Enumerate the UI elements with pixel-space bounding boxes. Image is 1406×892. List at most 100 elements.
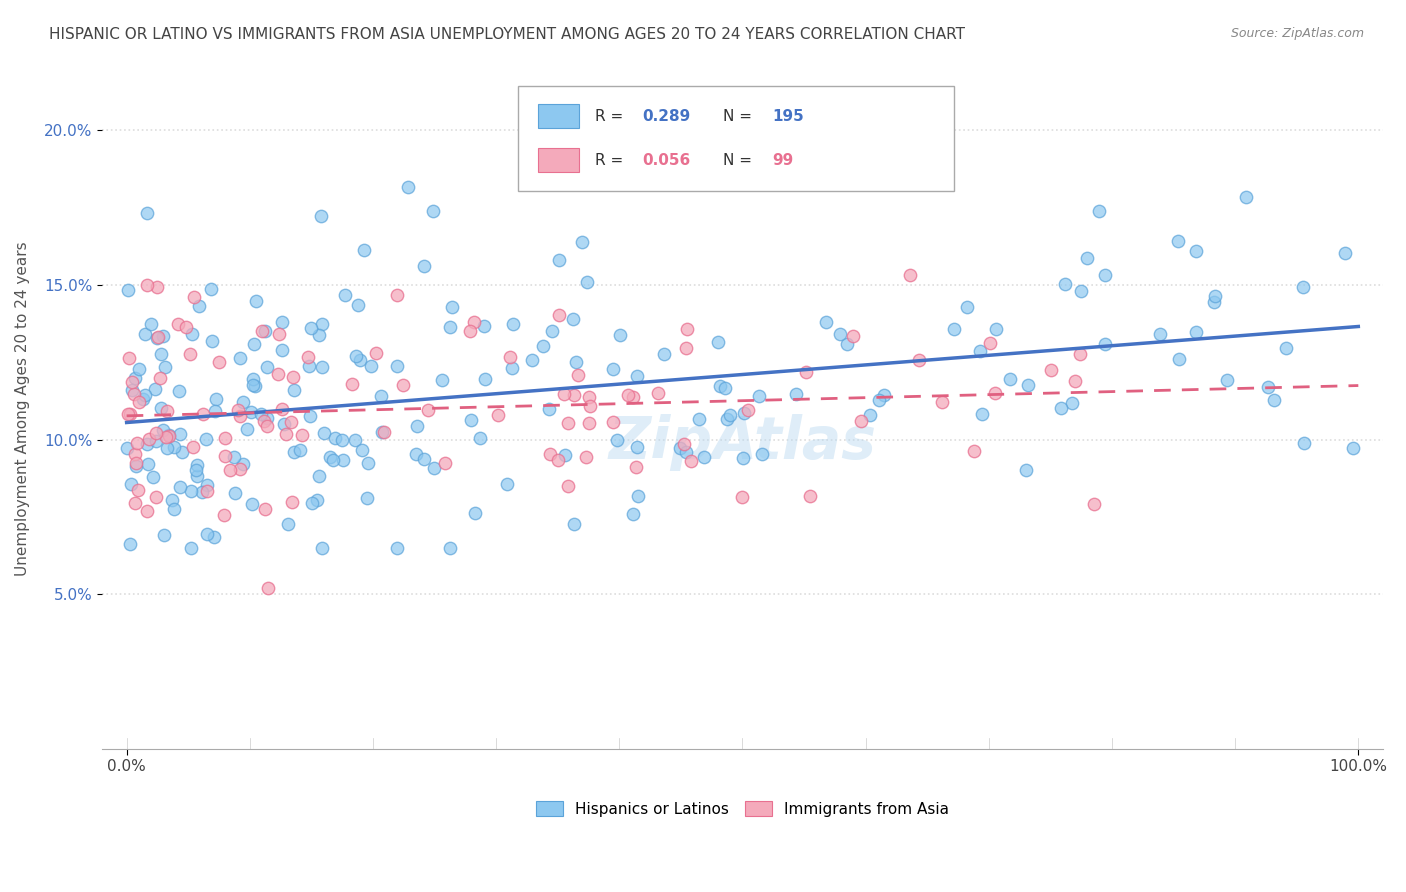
Text: 195: 195 <box>772 109 804 124</box>
Point <box>127 483 149 498</box>
Point <box>145 331 167 345</box>
Point <box>621 507 644 521</box>
Point <box>1341 441 1364 455</box>
Point <box>167 384 190 399</box>
Point <box>830 327 852 342</box>
Point <box>998 372 1021 386</box>
Point <box>127 436 149 450</box>
Point <box>242 378 264 392</box>
Text: HISPANIC OR LATINO VS IMMIGRANTS FROM ASIA UNEMPLOYMENT AMONG AGES 20 TO 24 YEAR: HISPANIC OR LATINO VS IMMIGRANTS FROM AS… <box>49 27 965 42</box>
Point <box>136 457 159 471</box>
Point <box>969 343 991 358</box>
Point <box>538 447 561 461</box>
Point <box>311 541 333 555</box>
Point <box>297 350 319 364</box>
Point <box>579 399 602 413</box>
Point <box>118 351 141 365</box>
Text: R =: R = <box>595 153 628 168</box>
Point <box>311 359 333 374</box>
Y-axis label: Unemployment Among Ages 20 to 24 years: Unemployment Among Ages 20 to 24 years <box>15 242 30 576</box>
Point <box>240 497 263 511</box>
Point <box>626 459 648 474</box>
Point <box>1263 393 1285 408</box>
Point <box>707 334 730 349</box>
Point <box>201 334 224 348</box>
Point <box>439 541 461 555</box>
Point <box>531 339 554 353</box>
Point <box>204 404 226 418</box>
Point <box>464 506 486 520</box>
Point <box>135 504 157 518</box>
Point <box>242 372 264 386</box>
Point <box>136 206 159 220</box>
FancyBboxPatch shape <box>537 148 578 172</box>
Point <box>1070 284 1092 298</box>
Point <box>186 468 208 483</box>
Point <box>1215 373 1237 387</box>
Point <box>675 341 697 355</box>
Point <box>737 402 759 417</box>
Point <box>360 359 382 373</box>
Point <box>245 293 267 308</box>
Point <box>299 321 322 335</box>
Point <box>224 486 246 500</box>
Point <box>125 458 148 473</box>
Point <box>627 489 650 503</box>
Point <box>157 428 180 442</box>
Point <box>117 283 139 297</box>
Point <box>319 450 342 465</box>
Point <box>120 477 142 491</box>
Point <box>602 415 624 429</box>
Point <box>553 387 575 401</box>
Point <box>343 434 366 448</box>
Point <box>169 480 191 494</box>
Point <box>472 318 495 333</box>
Point <box>181 440 204 454</box>
Point <box>1014 462 1036 476</box>
Point <box>186 458 208 472</box>
Point <box>718 408 741 422</box>
Point <box>562 516 585 531</box>
Point <box>283 445 305 459</box>
Text: R =: R = <box>595 109 628 124</box>
Point <box>143 382 166 396</box>
Point <box>188 299 211 313</box>
Point <box>256 581 278 595</box>
Point <box>1094 337 1116 351</box>
Point <box>675 322 697 336</box>
Text: 0.056: 0.056 <box>643 153 690 168</box>
Point <box>274 426 297 441</box>
Point <box>333 287 356 301</box>
Point <box>441 300 464 314</box>
Point <box>1202 295 1225 310</box>
Point <box>342 376 364 391</box>
Point <box>169 427 191 442</box>
Point <box>281 369 304 384</box>
Point <box>124 446 146 460</box>
Point <box>305 493 328 508</box>
Point <box>1062 396 1084 410</box>
Point <box>229 351 252 365</box>
Point <box>785 387 807 401</box>
Point <box>621 390 644 404</box>
Point <box>239 405 262 419</box>
Point <box>385 288 408 302</box>
Point <box>325 431 347 445</box>
Point <box>202 530 225 544</box>
Point <box>174 319 197 334</box>
Point <box>541 324 564 338</box>
Point <box>405 447 427 461</box>
Point <box>195 527 218 541</box>
Point <box>794 365 817 379</box>
Point <box>1050 401 1073 415</box>
Point <box>136 278 159 293</box>
Point <box>714 381 737 395</box>
Point <box>575 276 598 290</box>
Point <box>122 386 145 401</box>
Point <box>181 326 204 341</box>
Point <box>179 347 201 361</box>
Point <box>501 360 523 375</box>
Point <box>979 335 1001 350</box>
Point <box>751 447 773 461</box>
Point <box>1040 363 1063 377</box>
